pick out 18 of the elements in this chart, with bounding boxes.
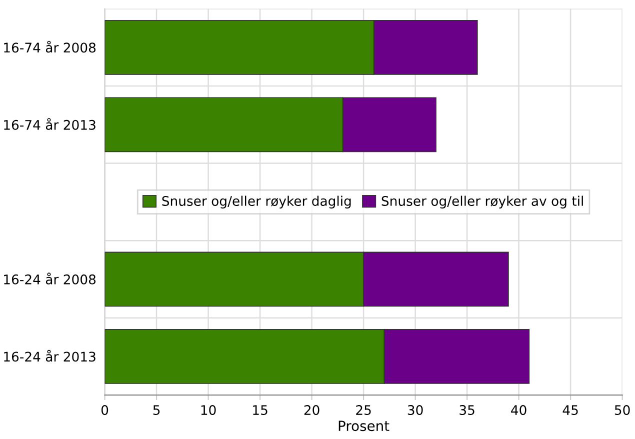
x-tick-label: 35 <box>460 405 474 416</box>
x-tick-label: 10 <box>201 405 216 416</box>
x-axis-title: Prosent <box>338 420 390 432</box>
y-tick-label: 16-74 år 2008 <box>4 40 96 53</box>
y-tick-label: 16-24 år 2013 <box>4 350 96 362</box>
x-tick-label: 40 <box>511 405 526 416</box>
y-tick-label: 16-24 år 2008 <box>4 272 96 284</box>
x-tick-label: 20 <box>304 405 320 416</box>
y-tick-label: 16-74 år 2013 <box>4 118 96 130</box>
x-tick-label: 15 <box>253 405 268 416</box>
x-tick-label: 0 <box>101 405 108 416</box>
x-tick-label: 5 <box>153 405 160 416</box>
legend-label: Snuser og/eller røyker av og til <box>382 196 583 209</box>
legend-label: Snuser og/eller røyker daglig <box>162 196 351 209</box>
x-tick-label: 50 <box>614 405 630 416</box>
x-tick-label: 45 <box>562 405 578 416</box>
x-tick-label: 25 <box>356 405 371 416</box>
x-tick-label: 30 <box>408 405 423 416</box>
